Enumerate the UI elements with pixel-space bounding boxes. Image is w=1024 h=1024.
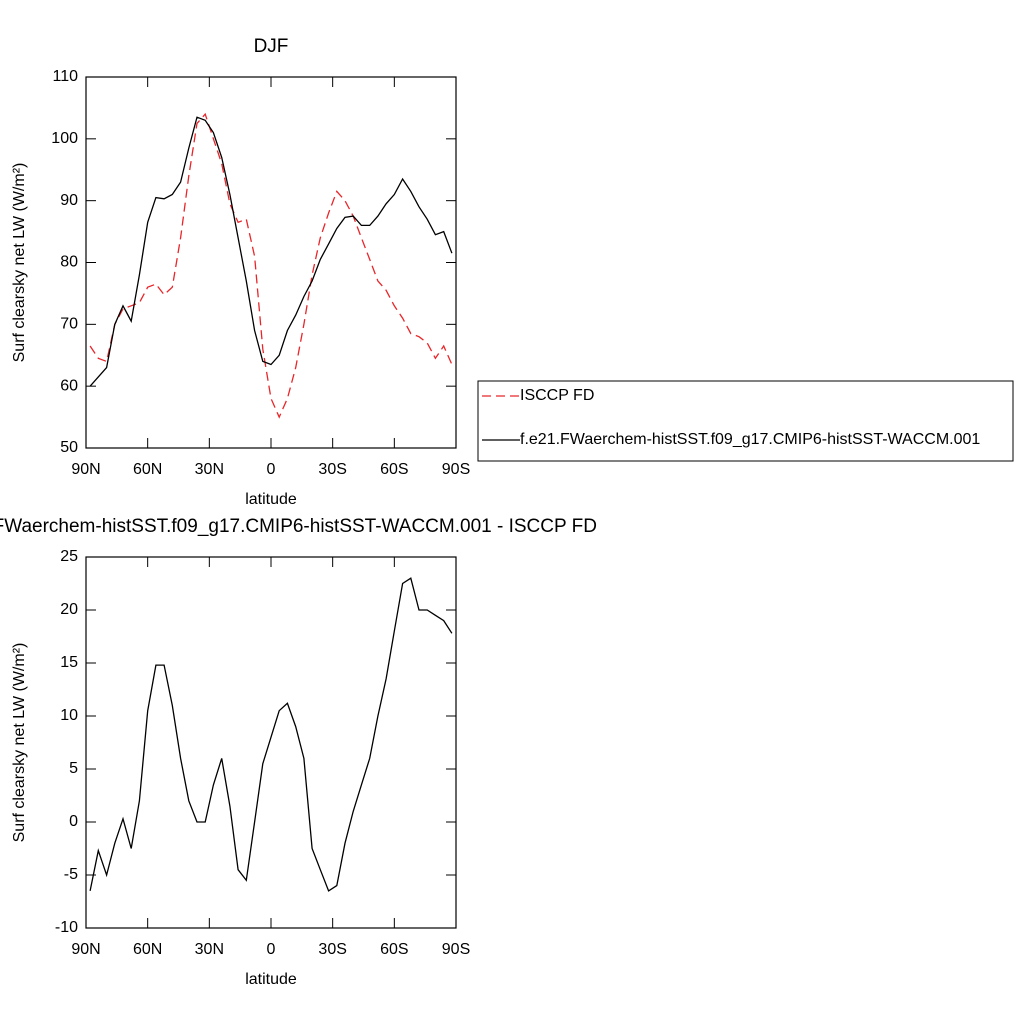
plot-frame: [85, 556, 457, 929]
x-tick-label: 0: [267, 461, 276, 478]
x-axis-label: latitude: [245, 971, 297, 988]
x-tick-label: 90S: [442, 941, 470, 958]
y-tick-label: 60: [60, 377, 78, 394]
y-tick-label: 90: [60, 192, 78, 209]
x-tick-label: 30N: [195, 941, 224, 958]
y-tick-label: 110: [52, 68, 78, 85]
data-line: [89, 112, 453, 419]
x-tick-label: 30N: [195, 461, 224, 478]
chart-title: DJF: [254, 36, 289, 57]
y-tick-label: 70: [60, 316, 78, 333]
x-tick-label: 90S: [442, 461, 470, 478]
x-tick-label: 60S: [380, 941, 408, 958]
legend-label: ISCCP FD: [520, 387, 594, 404]
y-tick-label: 100: [51, 130, 78, 147]
y-tick-label: -10: [55, 919, 78, 936]
y-axis-label: Surf clearsky net LW (W/m²): [11, 643, 28, 843]
x-tick-label: 60S: [380, 461, 408, 478]
data-line: [89, 116, 453, 387]
x-tick-label: 30S: [318, 461, 346, 478]
data-line: [89, 577, 453, 892]
x-axis-label: latitude: [245, 491, 297, 508]
x-tick-label: 60N: [133, 941, 162, 958]
y-tick-label: 5: [69, 760, 78, 777]
legend-label: f.e21.FWaerchem-histSST.f09_g17.CMIP6-hi…: [520, 431, 980, 448]
x-tick-label: 30S: [318, 941, 346, 958]
x-tick-label: 90N: [71, 941, 100, 958]
x-tick-label: 0: [267, 941, 276, 958]
y-axis-label: Surf clearsky net LW (W/m²): [11, 163, 28, 363]
y-tick-label: 25: [60, 548, 78, 565]
y-tick-label: 0: [69, 813, 78, 830]
y-tick-label: 20: [60, 601, 78, 618]
x-tick-label: 60N: [133, 461, 162, 478]
y-tick-label: 10: [60, 707, 78, 724]
y-tick-label: 80: [60, 254, 78, 271]
y-tick-label: -5: [64, 866, 78, 883]
chart-title: f.e21.FWaerchem-histSST.f09_g17.CMIP6-hi…: [0, 516, 597, 537]
y-tick-label: 50: [60, 439, 78, 456]
x-tick-label: 90N: [71, 461, 100, 478]
y-tick-label: 15: [60, 654, 78, 671]
legend-box: [477, 380, 1014, 462]
